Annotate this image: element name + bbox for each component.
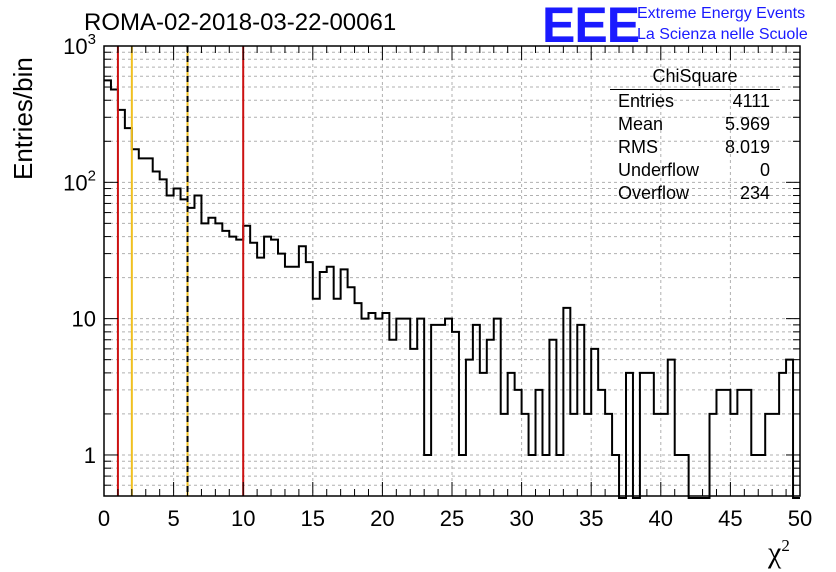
x-tick-label: 40 — [649, 506, 673, 531]
stats-value: 0 — [759, 160, 770, 180]
y-tick-label: 103 — [63, 31, 96, 59]
x-tick-label: 10 — [231, 506, 255, 531]
x-axis-label-base: χ — [768, 536, 782, 569]
y-tick-label: 10 — [72, 307, 96, 332]
stats-label: Entries — [618, 91, 675, 111]
x-tick-label: 30 — [509, 506, 533, 531]
stats-row-rms: RMS 8.019 — [610, 136, 780, 159]
y-tick-label: 1 — [84, 443, 96, 468]
stats-value: 4111 — [732, 91, 770, 111]
x-tick-label: 0 — [98, 506, 110, 531]
stats-label: Overflow — [618, 183, 690, 203]
x-axis-label-sup: 2 — [781, 536, 790, 555]
x-tick-label: 5 — [167, 506, 179, 531]
stats-row-overflow: Overflow 234 — [610, 182, 780, 205]
stats-value: 8.019 — [724, 137, 770, 157]
stats-label: Mean — [618, 114, 664, 134]
y-tick-label: 102 — [63, 167, 96, 195]
stats-row-underflow: Underflow 0 — [610, 159, 780, 182]
x-tick-label: 25 — [440, 506, 464, 531]
x-tick-label: 20 — [370, 506, 394, 531]
x-tick-label: 35 — [579, 506, 603, 531]
chart-title: ROMA-02-2018-03-22-00061 — [84, 9, 397, 36]
stats-row-entries: Entries 4111 — [610, 90, 780, 113]
x-tick-label: 50 — [788, 506, 812, 531]
y-axis-label: Entries/bin — [8, 57, 38, 180]
x-axis-label: χ2 — [768, 536, 790, 570]
stats-row-mean: Mean 5.969 — [610, 113, 780, 136]
eee-logo: EEE — [542, 0, 640, 53]
x-tick-label: 15 — [301, 506, 325, 531]
stats-name: ChiSquare — [610, 66, 780, 90]
logo-line-1: Extreme Energy Events — [637, 5, 806, 22]
stats-box: ChiSquare Entries 4111 Mean 5.969 RMS 8.… — [610, 66, 780, 205]
x-tick-label: 45 — [718, 506, 742, 531]
stats-value: 5.969 — [724, 114, 770, 134]
stats-value: 234 — [739, 183, 770, 203]
logo-line-2: La Scienza nelle Scuole — [637, 26, 808, 43]
stats-label: Underflow — [618, 160, 700, 180]
stats-label: RMS — [618, 137, 658, 157]
histogram-line — [104, 79, 800, 499]
